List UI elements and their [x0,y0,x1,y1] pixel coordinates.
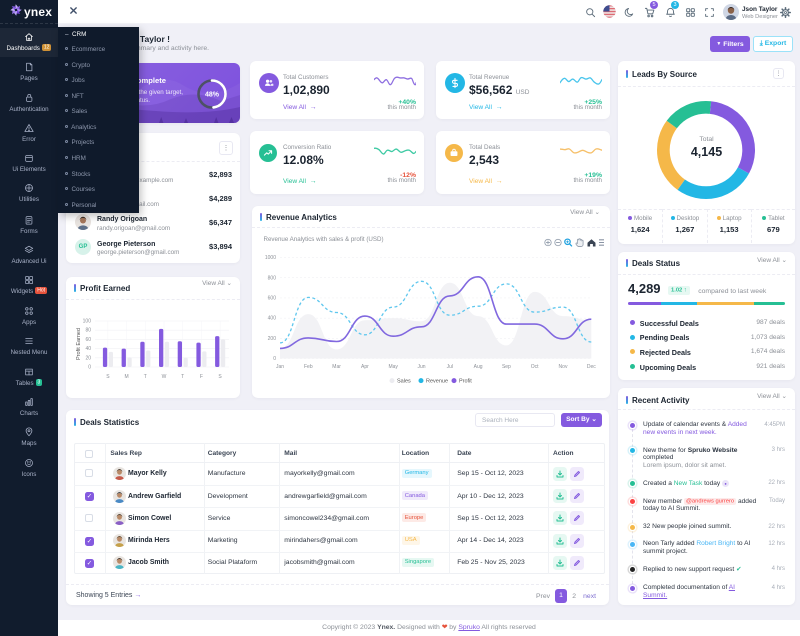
svg-text:May: May [388,364,398,370]
svg-text:M: M [125,374,129,380]
svg-text:800: 800 [268,275,277,281]
svg-text:60: 60 [85,337,91,343]
svg-text:400: 400 [268,316,277,322]
svg-text:T: T [181,374,184,380]
svg-text:Apr: Apr [361,364,369,370]
svg-text:T: T [144,374,147,380]
svg-text:80: 80 [85,328,91,334]
svg-text:Jan: Jan [276,364,284,370]
svg-text:S: S [218,374,222,380]
svg-text:Sales: Sales [397,379,411,385]
svg-text:Oct: Oct [531,364,539,370]
svg-text:0: 0 [273,356,276,362]
svg-text:Profit: Profit [459,379,472,385]
svg-text:Jul: Jul [447,364,453,370]
svg-text:Revenue: Revenue [426,379,448,385]
svg-text:Dec: Dec [587,364,596,370]
svg-text:Jun: Jun [417,364,425,370]
svg-text:Feb: Feb [304,364,313,370]
svg-text:Mar: Mar [332,364,341,370]
svg-text:S: S [106,374,110,380]
svg-text:Nov: Nov [559,364,568,370]
svg-text:0: 0 [88,365,91,371]
svg-text:1000: 1000 [265,255,276,261]
svg-text:600: 600 [268,295,277,301]
svg-text:20: 20 [85,355,91,361]
svg-text:200: 200 [268,336,277,342]
svg-text:Sep: Sep [502,364,511,370]
svg-text:W: W [162,374,167,380]
svg-text:40: 40 [85,346,91,352]
svg-text:Aug: Aug [474,364,483,370]
svg-text:48%: 48% [204,91,219,98]
svg-text:F: F [200,374,203,380]
svg-text:Profit Earned: Profit Earned [76,328,82,360]
svg-text:100: 100 [83,319,92,325]
